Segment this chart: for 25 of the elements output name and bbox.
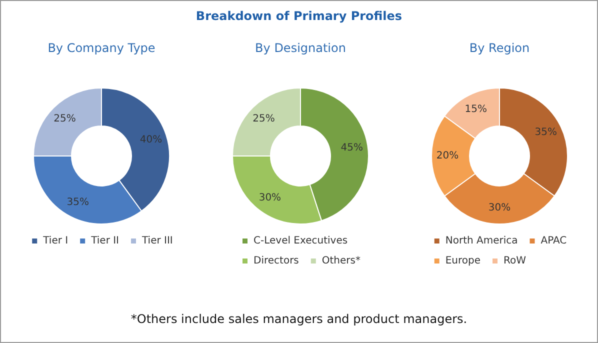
text: *Others include sales managers and product managers.	[130, 312, 468, 326]
legend-label: Others*	[322, 256, 360, 266]
legend-label: C-Level Executives	[254, 236, 348, 246]
legend-label: Tier III	[141, 236, 173, 246]
chart-title: By Designation	[255, 41, 346, 55]
data-label: 20%	[436, 150, 459, 162]
chart-title: By Region	[469, 41, 530, 55]
text: Breakdown of Primary Profiles	[194, 9, 404, 23]
legend-label: Tier II	[90, 236, 120, 246]
data-label: 25%	[54, 114, 76, 125]
legend-label: APAC	[540, 236, 567, 246]
legend-label: Directors	[254, 256, 299, 266]
data-label: 30%	[258, 192, 282, 204]
legend-label: North America	[445, 236, 518, 246]
data-label: 25%	[252, 114, 275, 125]
data-label: 30%	[488, 202, 511, 214]
legend-label: RoW	[504, 256, 526, 266]
data-label: 15%	[464, 104, 488, 116]
data-label: 40%	[140, 134, 162, 146]
data-label: 35%	[66, 196, 90, 208]
data-label: 45%	[340, 142, 363, 154]
legend-label: Tier I	[42, 236, 68, 246]
data-label: 35%	[534, 126, 557, 138]
legend-label: Europe	[445, 256, 481, 266]
chart-title: By Company Type	[48, 41, 156, 55]
